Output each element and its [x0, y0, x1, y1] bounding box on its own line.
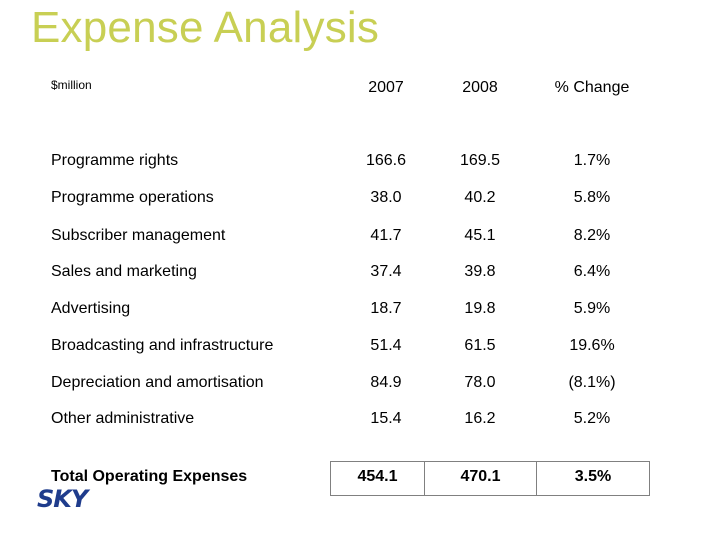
row-label: Broadcasting and infrastructure [51, 337, 274, 354]
value-2008: 39.8 [464, 263, 496, 280]
total-label: Total Operating Expenses [51, 468, 248, 485]
value-change: 5.2% [573, 410, 611, 427]
value-2008: 45.1 [464, 227, 496, 244]
row-label: Programme operations [51, 189, 214, 206]
value-2007: 41.7 [370, 227, 402, 244]
value-2007: 37.4 [370, 263, 402, 280]
row-label: Other administrative [51, 410, 195, 427]
sky-logo-icon: SKY [37, 486, 92, 510]
value-2007: 38.0 [370, 189, 402, 206]
value-2008: 16.2 [464, 410, 496, 427]
value-2008: 19.8 [464, 300, 496, 317]
value-change: 8.2% [573, 227, 611, 244]
value-2007: 18.7 [370, 300, 402, 317]
value-change: 5.9% [573, 300, 611, 317]
slide-title: Expense Analysis [31, 3, 380, 52]
total-value-2007: 454.1 [357, 468, 398, 485]
total-box-2008 [424, 461, 537, 496]
total-value-change: 3.5% [574, 468, 612, 485]
value-2008: 78.0 [464, 374, 496, 391]
total-box-change [536, 461, 650, 496]
value-2007: 166.6 [365, 152, 407, 169]
value-2008: 169.5 [459, 152, 501, 169]
total-box-2007 [330, 461, 425, 496]
header-change: % Change [554, 79, 630, 96]
svg-text:SKY: SKY [37, 486, 91, 510]
header-2008: 2008 [462, 79, 498, 96]
value-2008: 40.2 [464, 189, 496, 206]
value-2007: 15.4 [370, 410, 402, 427]
value-2007: 84.9 [370, 374, 402, 391]
value-2008: 61.5 [464, 337, 496, 354]
value-2007: 51.4 [370, 337, 402, 354]
row-label: Depreciation and amortisation [51, 374, 264, 391]
unit-label: $million [51, 78, 92, 92]
value-change: (8.1%) [568, 374, 616, 391]
row-label: Subscriber management [51, 227, 226, 244]
header-2007: 2007 [368, 79, 404, 96]
value-change: 1.7% [573, 152, 611, 169]
row-label: Sales and marketing [51, 263, 197, 280]
row-label: Advertising [51, 300, 131, 317]
value-change: 5.8% [573, 189, 611, 206]
value-change: 6.4% [573, 263, 611, 280]
total-value-2008: 470.1 [460, 468, 501, 485]
row-label: Programme rights [51, 152, 179, 169]
value-change: 19.6% [569, 337, 615, 354]
